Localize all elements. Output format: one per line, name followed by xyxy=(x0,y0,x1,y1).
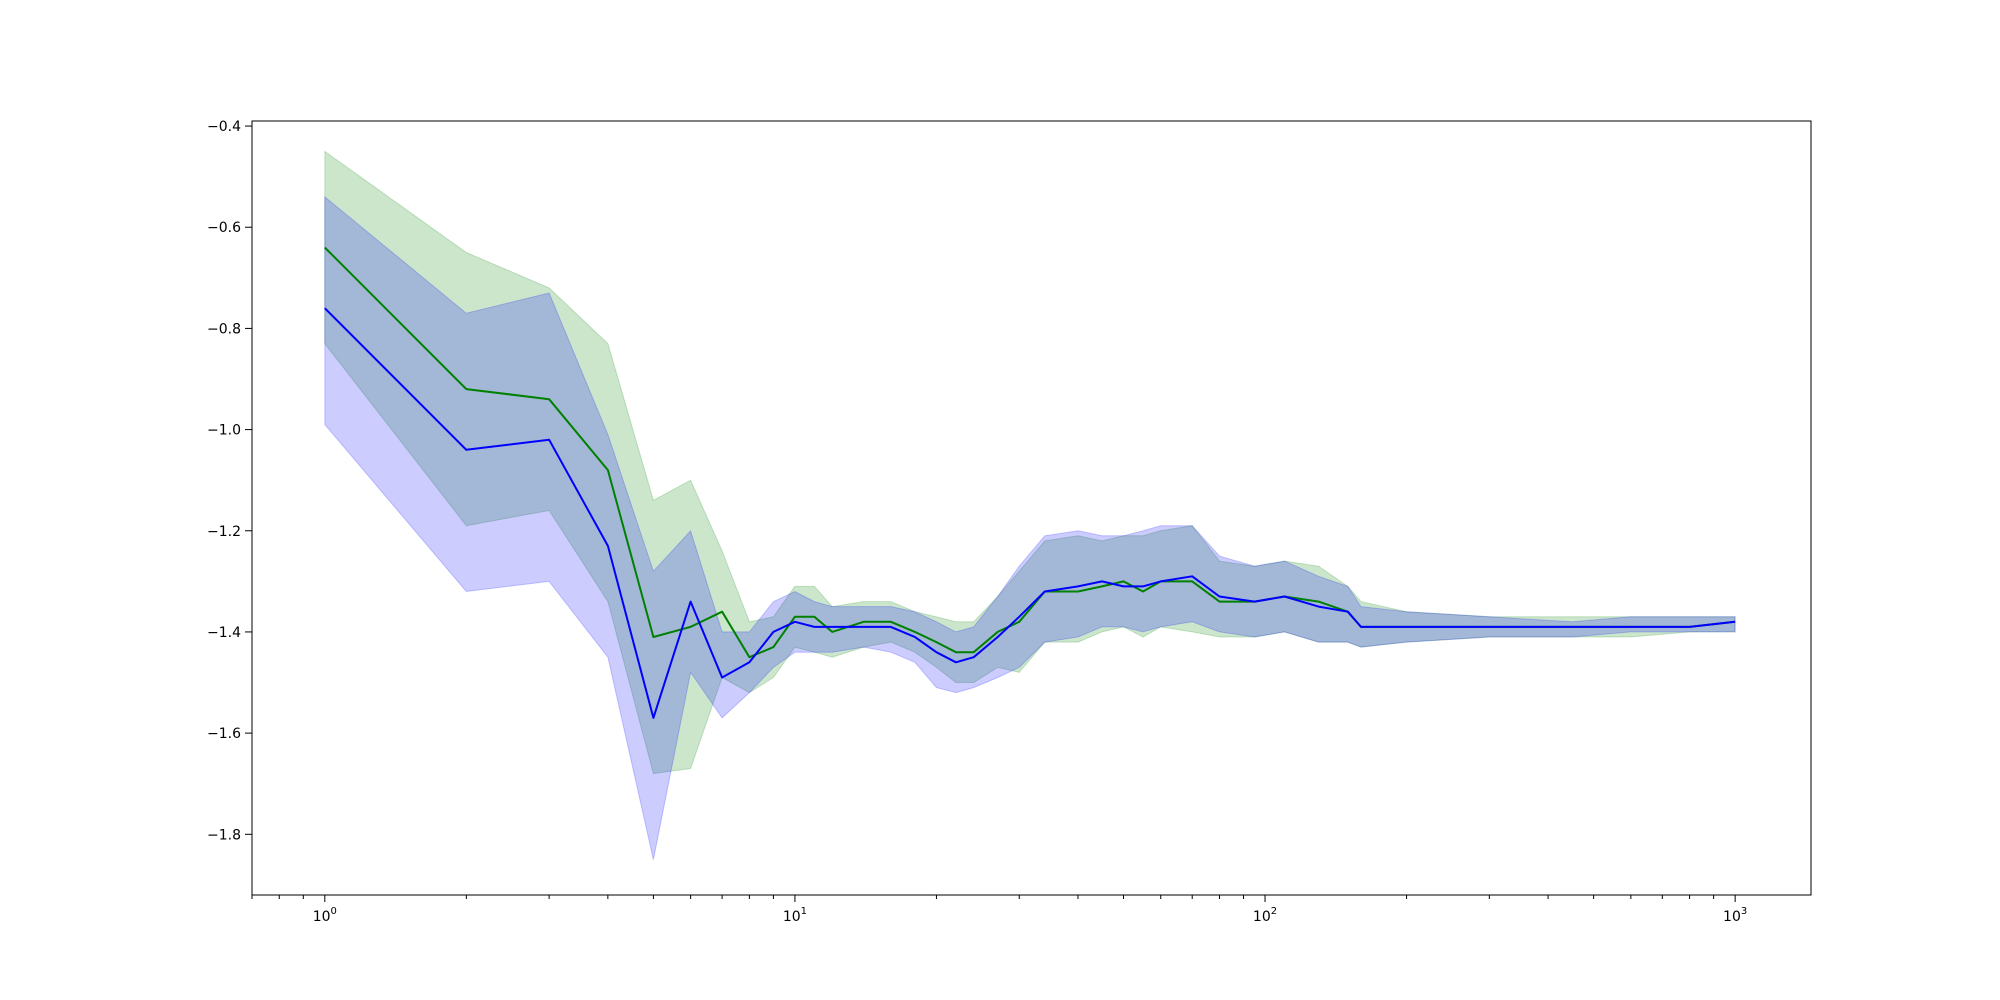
x-tick-label: 102 xyxy=(1253,906,1277,925)
y-tick-label: −0.8 xyxy=(207,321,241,337)
series-1-band xyxy=(324,150,1736,775)
y-tick-label: −1.2 xyxy=(207,524,241,540)
series-2-line xyxy=(324,307,1736,719)
confidence-bands xyxy=(324,150,1736,860)
series-2-band xyxy=(324,195,1736,860)
x-tick-label: 103 xyxy=(1723,906,1747,925)
y-tick-label: −0.6 xyxy=(207,220,241,236)
x-axis: 100 101 102 103 xyxy=(251,895,1747,925)
y-tick-label: −1.4 xyxy=(207,625,241,641)
series-lines xyxy=(324,246,1736,719)
plot-frame xyxy=(251,120,1812,896)
x-tick-label: 101 xyxy=(783,906,807,925)
y-tick-label: −1.8 xyxy=(207,827,241,843)
y-tick-label: −1.0 xyxy=(207,423,241,439)
y-tick-label: −1.6 xyxy=(207,726,241,742)
y-tick-label: −0.4 xyxy=(207,119,241,135)
x-tick-label: 100 xyxy=(313,906,337,925)
y-axis: −0.4 −0.6 −0.8 −1.0 −1.2 −1.4 −1.6 −1.8 xyxy=(207,119,252,843)
